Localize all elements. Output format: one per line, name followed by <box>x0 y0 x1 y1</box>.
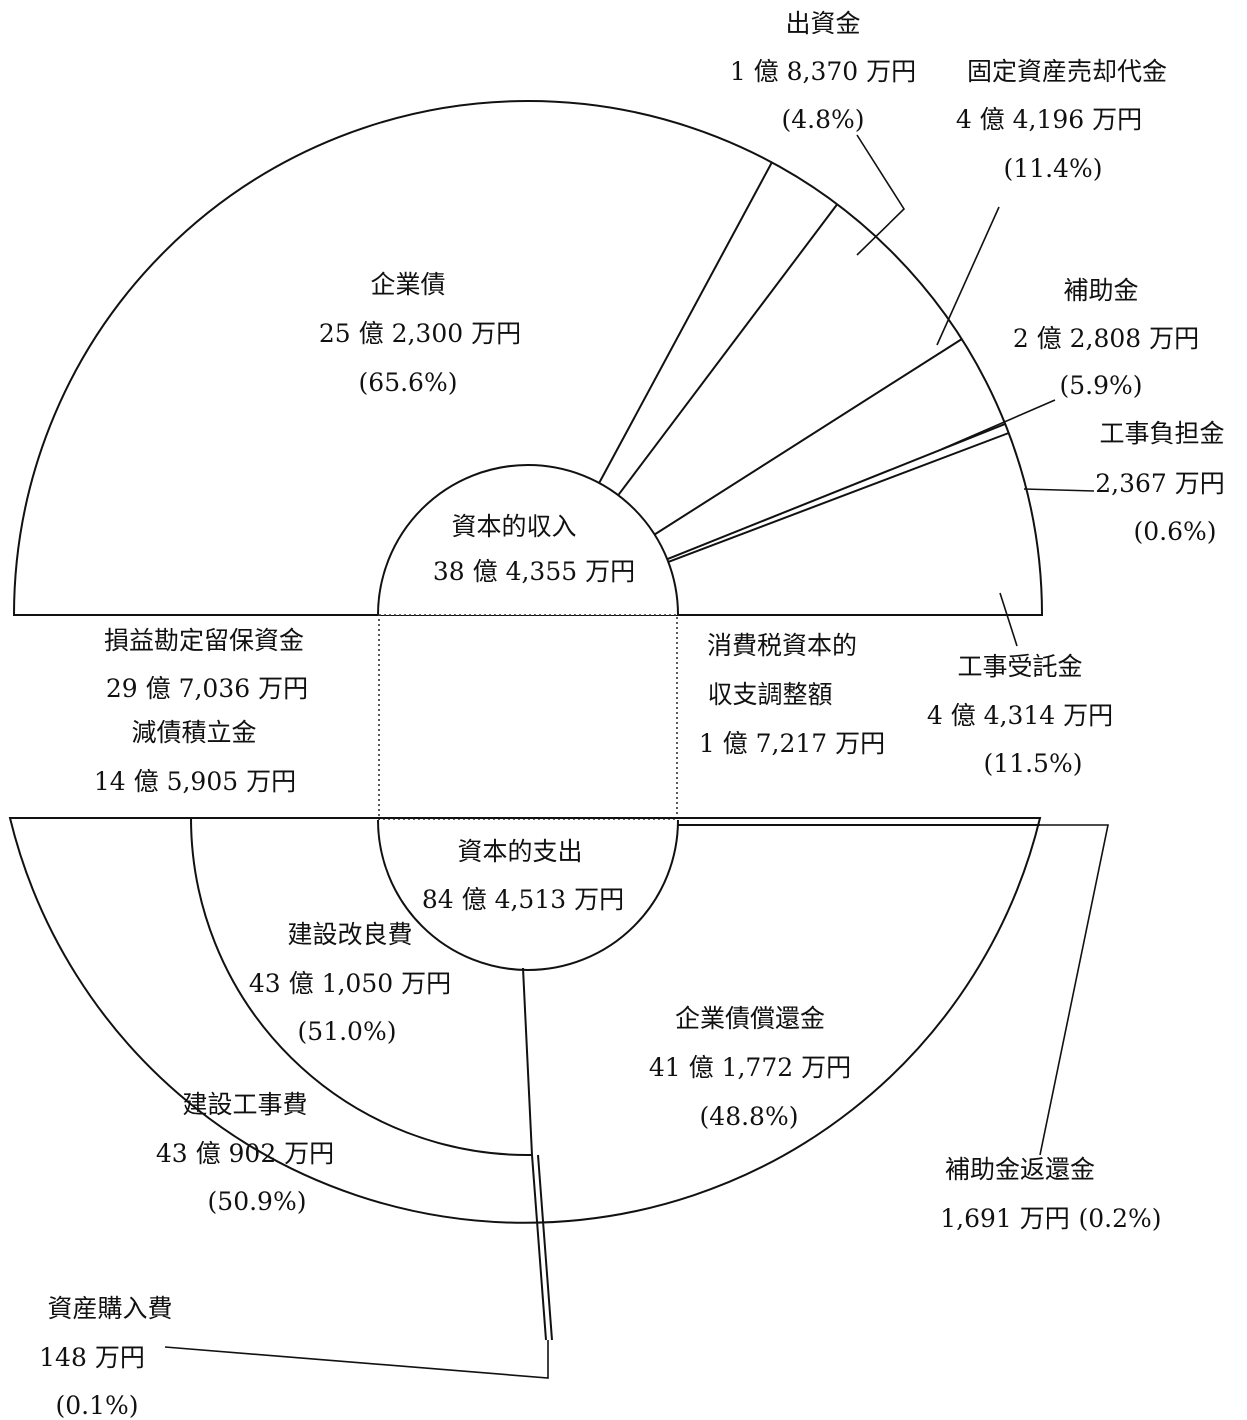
income-label-investment-name: 出資金 <box>785 9 860 38</box>
income-outer-arc <box>12 100 1044 616</box>
leader-investment <box>856 134 906 256</box>
asset-purchase-sliver-line <box>537 1154 553 1341</box>
gap-right-name-line1: 消費税資本的 <box>707 631 857 660</box>
income-label-subsidy-percent: (5.9%) <box>1059 371 1142 400</box>
exp-label-construction-name: 建設工事費 <box>182 1090 307 1119</box>
exp-label-improvement-amount: 43 億 1,050 万円 <box>249 969 451 998</box>
income-label-contribution-percent: (0.6%) <box>1133 517 1216 546</box>
income-label-contribution-amount: 2,367 万円 <box>1095 469 1225 498</box>
labels: 資本的収入 38 億 4,355 万円 企業債 25 億 2,300 万円 (6… <box>39 9 1225 1420</box>
exp-label-improvement-percent: (51.0%) <box>298 1017 397 1046</box>
leader-lines <box>164 134 1109 1379</box>
exp-label-subsidy-return-percent: (0.2%) <box>1078 1204 1161 1233</box>
expenditure-chart <box>8 817 1042 1341</box>
expenditure-center-amount: 84 億 4,513 万円 <box>422 885 624 914</box>
income-label-bonds-percent: (65.6%) <box>359 368 458 397</box>
income-label-fixed-asset-amount: 4 億 4,196 万円 <box>956 105 1142 134</box>
income-label-commissioned-percent: (11.5%) <box>984 749 1083 778</box>
exp-label-redemption-name: 企業債償還金 <box>675 1004 825 1033</box>
gap-right-amount: 1 億 7,217 万円 <box>699 729 885 758</box>
income-boundary-line <box>598 162 773 484</box>
income-label-investment-percent: (4.8%) <box>781 105 864 134</box>
income-slice-boundaries <box>598 162 1010 563</box>
income-label-contribution-name: 工事負担金 <box>1099 419 1224 448</box>
expenditure-center-cap <box>377 819 679 971</box>
income-boundary-line <box>617 203 838 496</box>
income-label-subsidy-name: 補助金 <box>1063 276 1138 305</box>
income-label-fixed-asset-percent: (11.4%) <box>1004 154 1103 183</box>
exp-label-asset-purchase-name: 資産購入費 <box>47 1294 172 1323</box>
exp-label-asset-purchase-percent: (0.1%) <box>55 1391 138 1420</box>
expenditure-center-title: 資本的支出 <box>457 837 582 866</box>
exp-label-redemption-percent: (48.8%) <box>700 1102 799 1131</box>
leader-fixed-asset-sale <box>936 206 1000 346</box>
income-chart <box>12 100 1044 616</box>
gap-dotted-box <box>378 614 678 821</box>
outer-ring-boundary-line <box>531 1154 547 1341</box>
income-label-commissioned-amount: 4 億 4,314 万円 <box>927 701 1113 730</box>
exp-label-construction-percent: (50.9%) <box>208 1187 307 1216</box>
expenditure-outer-arc <box>8 817 1042 1224</box>
leader-subsidy <box>941 399 1056 450</box>
exp-label-subsidy-return-amount: 1,691 万円 <box>940 1204 1070 1233</box>
gap-left-2-name: 減債積立金 <box>131 718 256 747</box>
income-label-subsidy-amount: 2 億 2,808 万円 <box>1013 324 1199 353</box>
leader-subsidy-return <box>1039 824 1109 1156</box>
gap-left-2-amount: 14 億 5,905 万円 <box>94 767 296 796</box>
gap-left-1-name: 損益勘定留保資金 <box>104 626 304 655</box>
income-label-commissioned-name: 工事受託金 <box>957 652 1082 681</box>
exp-label-construction-amount: 43 億 902 万円 <box>156 1139 334 1168</box>
income-label-bonds-amount: 25 億 2,300 万円 <box>319 319 521 348</box>
income-boundary-line <box>654 338 963 536</box>
income-label-bonds-name: 企業債 <box>370 270 445 299</box>
income-boundary-line <box>667 432 1010 563</box>
exp-label-redemption-amount: 41 億 1,772 万円 <box>649 1053 851 1082</box>
income-label-fixed-asset-name: 固定資産売却代金 <box>967 57 1167 86</box>
exp-label-subsidy-return-name: 補助金返還金 <box>945 1155 1095 1184</box>
income-center-amount: 38 億 4,355 万円 <box>433 557 635 586</box>
gap-right-name-line2: 収支調整額 <box>707 680 832 709</box>
income-center-cap <box>377 464 679 616</box>
expenditure-inner-arc <box>190 817 533 1157</box>
exp-label-asset-purchase-amount: 148 万円 <box>39 1343 145 1372</box>
exp-label-improvement-name: 建設改良費 <box>287 920 412 949</box>
leader-asset-purchase <box>164 1340 549 1379</box>
income-label-investment-amount: 1 億 8,370 万円 <box>730 57 916 86</box>
leader-construction-contribution <box>1023 488 1095 492</box>
inner-ring-boundary-line <box>522 967 533 1156</box>
income-center-title: 資本的収入 <box>451 512 576 541</box>
leader-commissioned-work <box>999 592 1018 647</box>
gap-left-1-amount: 29 億 7,036 万円 <box>106 674 308 703</box>
